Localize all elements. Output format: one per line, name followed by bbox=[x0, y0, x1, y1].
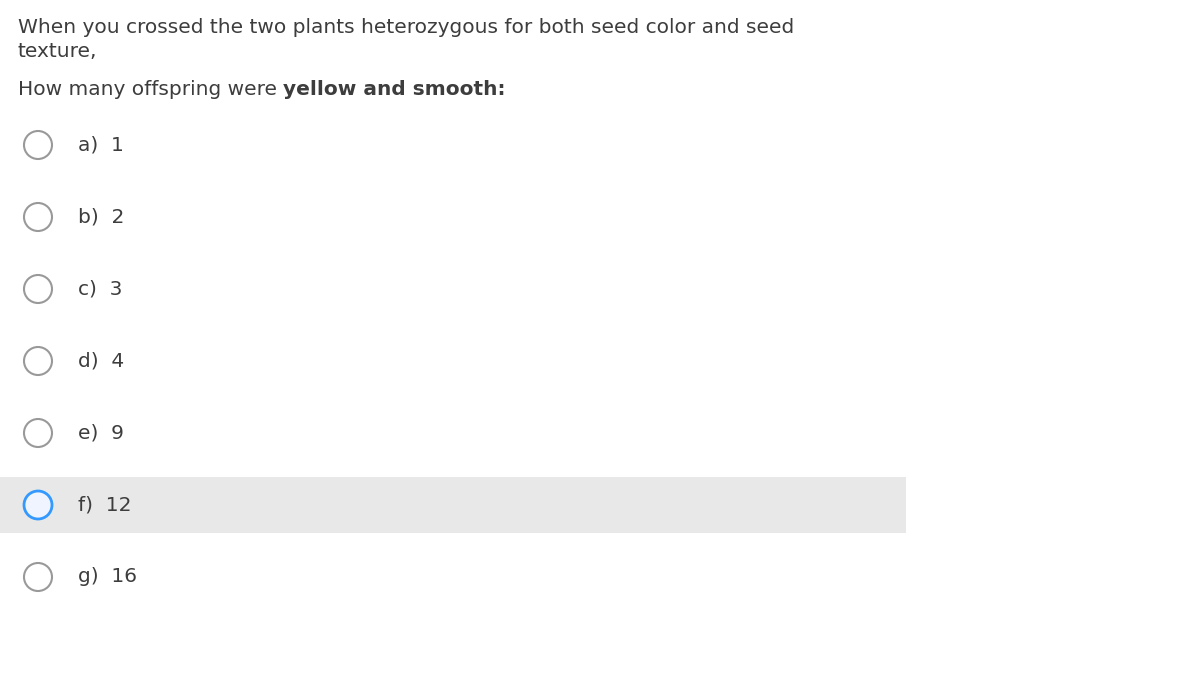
Text: How many offspring were: How many offspring were bbox=[18, 80, 283, 99]
Circle shape bbox=[24, 131, 52, 159]
Text: yellow and smooth:: yellow and smooth: bbox=[283, 80, 506, 99]
Text: g)  16: g) 16 bbox=[78, 568, 137, 586]
Circle shape bbox=[24, 563, 52, 591]
Circle shape bbox=[24, 419, 52, 447]
Text: c)  3: c) 3 bbox=[78, 280, 122, 298]
Circle shape bbox=[24, 347, 52, 375]
Text: texture,: texture, bbox=[18, 42, 97, 61]
Circle shape bbox=[24, 203, 52, 231]
FancyBboxPatch shape bbox=[0, 477, 906, 533]
Circle shape bbox=[24, 275, 52, 303]
Circle shape bbox=[24, 491, 52, 519]
Text: f)  12: f) 12 bbox=[78, 496, 132, 514]
Text: e)  9: e) 9 bbox=[78, 424, 124, 442]
Text: When you crossed the two plants heterozygous for both seed color and seed: When you crossed the two plants heterozy… bbox=[18, 18, 794, 37]
Text: b)  2: b) 2 bbox=[78, 208, 125, 226]
Text: a)  1: a) 1 bbox=[78, 136, 124, 154]
Text: d)  4: d) 4 bbox=[78, 352, 125, 370]
